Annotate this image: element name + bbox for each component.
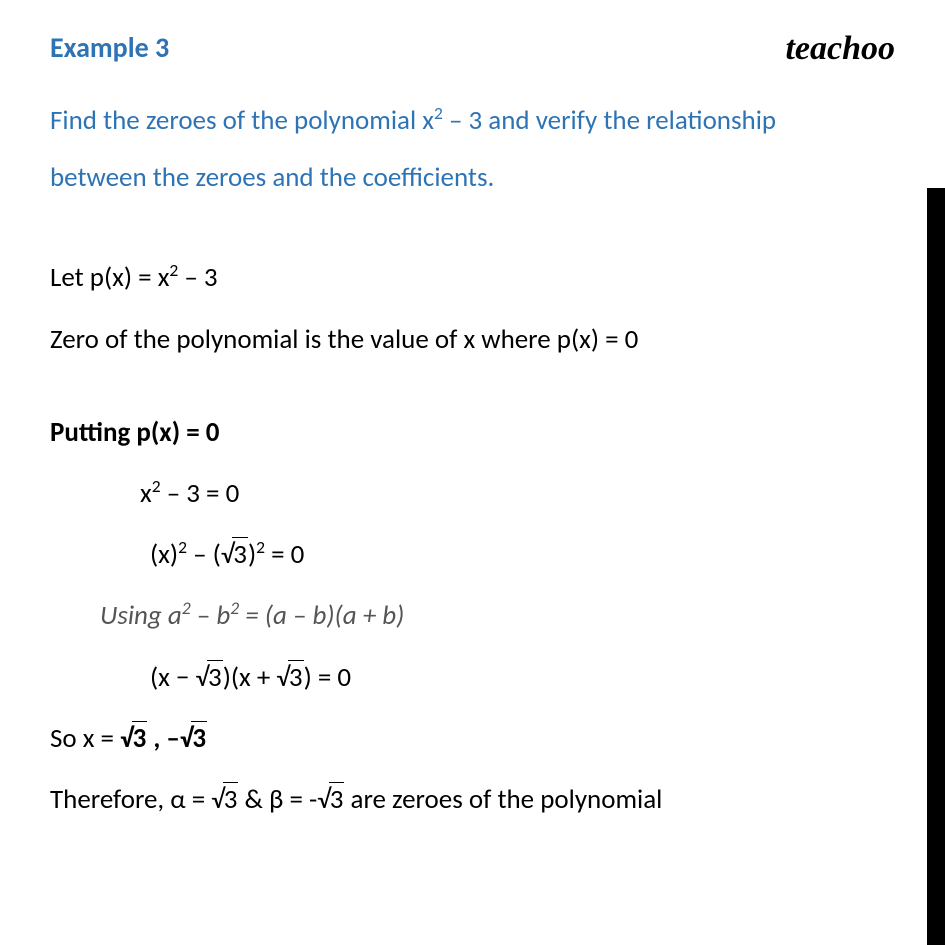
so-line: So x = 3 , –3 xyxy=(50,717,895,760)
therefore-line: Therefore, α = 3 & β = -3 are zeroes of … xyxy=(50,778,895,821)
brand-logo: teachoo xyxy=(785,30,895,68)
example-title: Example 3 xyxy=(50,30,169,65)
putting-heading: Putting p(x) = 0 xyxy=(50,411,895,454)
identity-hint: Using a2 – b2 = (a – b)(a + b) xyxy=(50,594,895,637)
question-line-2: between the zeroes and the coefficients. xyxy=(50,161,494,194)
question-line-1: Find the zeroes of the polynomial x2 – 3… xyxy=(50,104,776,137)
let-line: Let p(x) = x2 – 3 xyxy=(50,256,895,299)
zero-definition: Zero of the polynomial is the value of x… xyxy=(50,318,895,361)
equation-2: (x)2 – (3)2 = 0 xyxy=(50,533,895,576)
equation-1: x2 – 3 = 0 xyxy=(50,472,895,515)
right-side-bar xyxy=(927,188,945,945)
question-text: Find the zeroes of the polynomial x2 – 3… xyxy=(50,93,895,206)
header-row: Example 3 teachoo xyxy=(50,30,895,68)
document-page: Example 3 teachoo Find the zeroes of the… xyxy=(0,0,945,869)
equation-3: (x − 3)(x + 3) = 0 xyxy=(50,656,895,699)
